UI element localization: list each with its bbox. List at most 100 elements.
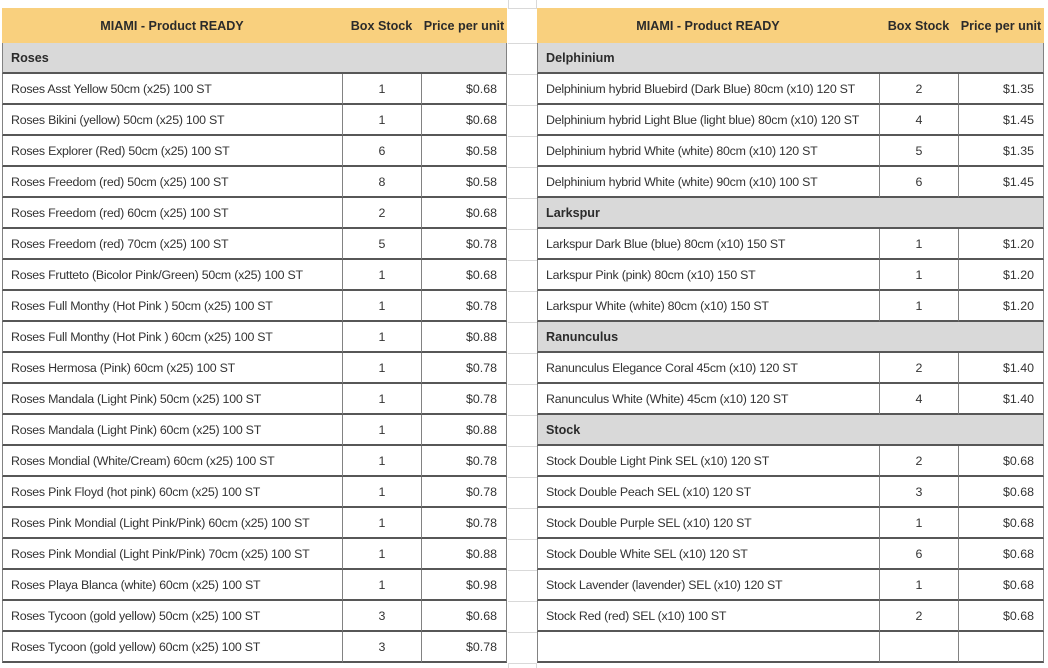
product-cell[interactable]: Ranunculus White (White) 45cm (x10) 120 … — [537, 384, 879, 415]
product-cell[interactable]: Roses Pink Mondial (Light Pink/Pink) 60c… — [2, 508, 342, 539]
column-header-price-per-unit[interactable]: Price per unit — [960, 18, 1042, 33]
product-cell[interactable]: Larkspur Dark Blue (blue) 80cm (x10) 150… — [537, 229, 879, 260]
product-cell[interactable]: Roses Mondial (White/Cream) 60cm (x25) 1… — [2, 446, 342, 477]
product-cell[interactable]: Stock Lavender (lavender) SEL (x10) 120 … — [537, 570, 879, 601]
section-header-row[interactable]: Stock — [537, 415, 1044, 446]
product-cell[interactable]: Roses Bikini (yellow) 50cm (x25) 100 ST — [2, 105, 342, 136]
price-cell[interactable]: $0.68 — [958, 601, 1044, 632]
price-cell[interactable]: $0.78 — [421, 477, 507, 508]
product-cell[interactable]: Stock Red (red) SEL (x10) 100 ST — [537, 601, 879, 632]
price-cell[interactable]: $0.68 — [958, 477, 1044, 508]
price-cell[interactable]: $1.20 — [958, 229, 1044, 260]
price-cell[interactable]: $0.58 — [421, 136, 507, 167]
price-cell[interactable]: $0.78 — [421, 446, 507, 477]
box-stock-cell[interactable]: 1 — [342, 539, 421, 570]
box-stock-cell[interactable]: 4 — [879, 384, 958, 415]
price-cell-empty[interactable] — [958, 632, 1044, 663]
price-cell[interactable]: $0.88 — [421, 322, 507, 353]
product-cell[interactable]: Roses Mandala (Light Pink) 60cm (x25) 10… — [2, 415, 342, 446]
box-stock-cell[interactable]: 2 — [879, 446, 958, 477]
product-cell[interactable]: Delphinium hybrid White (white) 90cm (x1… — [537, 167, 879, 198]
box-stock-cell[interactable]: 8 — [342, 167, 421, 198]
box-stock-cell[interactable]: 1 — [342, 384, 421, 415]
box-stock-cell[interactable]: 1 — [342, 570, 421, 601]
product-cell[interactable]: Roses Freedom (red) 50cm (x25) 100 ST — [2, 167, 342, 198]
box-stock-cell[interactable]: 2 — [879, 74, 958, 105]
column-header-box-stock[interactable]: Box Stock — [350, 18, 413, 33]
box-stock-cell[interactable]: 5 — [879, 136, 958, 167]
section-header-row[interactable]: Larkspur — [537, 198, 1044, 229]
price-cell[interactable]: $0.78 — [421, 384, 507, 415]
price-cell[interactable]: $1.45 — [958, 105, 1044, 136]
box-stock-cell[interactable]: 4 — [879, 105, 958, 136]
box-stock-cell[interactable]: 1 — [342, 291, 421, 322]
box-stock-cell[interactable]: 3 — [879, 477, 958, 508]
box-stock-cell[interactable]: 1 — [879, 570, 958, 601]
section-header-row[interactable]: Ranunculus — [537, 322, 1044, 353]
box-stock-cell[interactable]: 1 — [342, 353, 421, 384]
column-header-box-stock[interactable]: Box Stock — [887, 18, 950, 33]
product-cell[interactable]: Roses Freedom (red) 70cm (x25) 100 ST — [2, 229, 342, 260]
product-cell[interactable]: Roses Freedom (red) 60cm (x25) 100 ST — [2, 198, 342, 229]
price-cell[interactable]: $0.68 — [421, 198, 507, 229]
price-cell[interactable]: $0.98 — [421, 570, 507, 601]
product-cell[interactable]: Roses Frutteto (Bicolor Pink/Green) 50cm… — [2, 260, 342, 291]
box-stock-cell[interactable]: 1 — [879, 508, 958, 539]
box-stock-cell[interactable]: 3 — [342, 632, 421, 663]
price-cell[interactable]: $1.35 — [958, 74, 1044, 105]
price-cell[interactable]: $1.45 — [958, 167, 1044, 198]
price-cell[interactable]: $0.68 — [421, 74, 507, 105]
price-cell[interactable]: $1.20 — [958, 260, 1044, 291]
price-cell[interactable]: $0.68 — [958, 446, 1044, 477]
product-cell[interactable]: Ranunculus Elegance Coral 45cm (x10) 120… — [537, 353, 879, 384]
box-stock-cell[interactable]: 5 — [342, 229, 421, 260]
price-cell[interactable]: $0.78 — [421, 632, 507, 663]
product-cell[interactable]: Delphinium hybrid Light Blue (light blue… — [537, 105, 879, 136]
product-cell[interactable]: Larkspur White (white) 80cm (x10) 150 ST — [537, 291, 879, 322]
product-cell[interactable]: Roses Asst Yellow 50cm (x25) 100 ST — [2, 74, 342, 105]
price-cell[interactable]: $0.68 — [421, 260, 507, 291]
product-cell[interactable]: Stock Double White SEL (x10) 120 ST — [537, 539, 879, 570]
price-cell[interactable]: $1.20 — [958, 291, 1044, 322]
box-stock-cell[interactable]: 1 — [879, 260, 958, 291]
box-stock-cell[interactable]: 3 — [342, 601, 421, 632]
price-cell[interactable]: $0.68 — [421, 601, 507, 632]
box-stock-cell[interactable]: 1 — [342, 322, 421, 353]
price-cell[interactable]: $1.40 — [958, 353, 1044, 384]
box-stock-cell-empty[interactable] — [879, 632, 958, 663]
column-header-price-per-unit[interactable]: Price per unit — [423, 18, 505, 33]
price-cell[interactable]: $0.78 — [421, 291, 507, 322]
price-cell[interactable]: $0.88 — [421, 539, 507, 570]
box-stock-cell[interactable]: 6 — [342, 136, 421, 167]
product-cell[interactable]: Roses Full Monthy (Hot Pink ) 60cm (x25)… — [2, 322, 342, 353]
table-title[interactable]: MIAMI - Product READY — [636, 18, 780, 33]
price-cell[interactable]: $1.40 — [958, 384, 1044, 415]
box-stock-cell[interactable]: 1 — [342, 446, 421, 477]
section-header-row[interactable]: Roses — [2, 43, 507, 74]
box-stock-cell[interactable]: 2 — [879, 601, 958, 632]
box-stock-cell[interactable]: 1 — [342, 105, 421, 136]
box-stock-cell[interactable]: 1 — [879, 291, 958, 322]
price-cell[interactable]: $0.58 — [421, 167, 507, 198]
product-cell[interactable]: Stock Double Peach SEL (x10) 120 ST — [537, 477, 879, 508]
product-cell-empty[interactable] — [537, 632, 879, 663]
box-stock-cell[interactable]: 1 — [342, 74, 421, 105]
product-cell[interactable]: Delphinium hybrid White (white) 80cm (x1… — [537, 136, 879, 167]
product-cell[interactable]: Larkspur Pink (pink) 80cm (x10) 150 ST — [537, 260, 879, 291]
price-cell[interactable]: $1.35 — [958, 136, 1044, 167]
product-cell[interactable]: Roses Hermosa (Pink) 60cm (x25) 100 ST — [2, 353, 342, 384]
product-cell[interactable]: Roses Pink Floyd (hot pink) 60cm (x25) 1… — [2, 477, 342, 508]
box-stock-cell[interactable]: 6 — [879, 167, 958, 198]
product-cell[interactable]: Roses Full Monthy (Hot Pink ) 50cm (x25)… — [2, 291, 342, 322]
box-stock-cell[interactable]: 2 — [879, 353, 958, 384]
product-cell[interactable]: Roses Explorer (Red) 50cm (x25) 100 ST — [2, 136, 342, 167]
price-cell[interactable]: $0.68 — [421, 105, 507, 136]
box-stock-cell[interactable]: 1 — [342, 508, 421, 539]
box-stock-cell[interactable]: 2 — [342, 198, 421, 229]
box-stock-cell[interactable]: 1 — [342, 260, 421, 291]
price-cell[interactable]: $0.68 — [958, 508, 1044, 539]
price-cell[interactable]: $0.68 — [958, 570, 1044, 601]
price-cell[interactable]: $0.68 — [958, 539, 1044, 570]
product-cell[interactable]: Roses Mandala (Light Pink) 50cm (x25) 10… — [2, 384, 342, 415]
price-cell[interactable]: $0.88 — [421, 415, 507, 446]
